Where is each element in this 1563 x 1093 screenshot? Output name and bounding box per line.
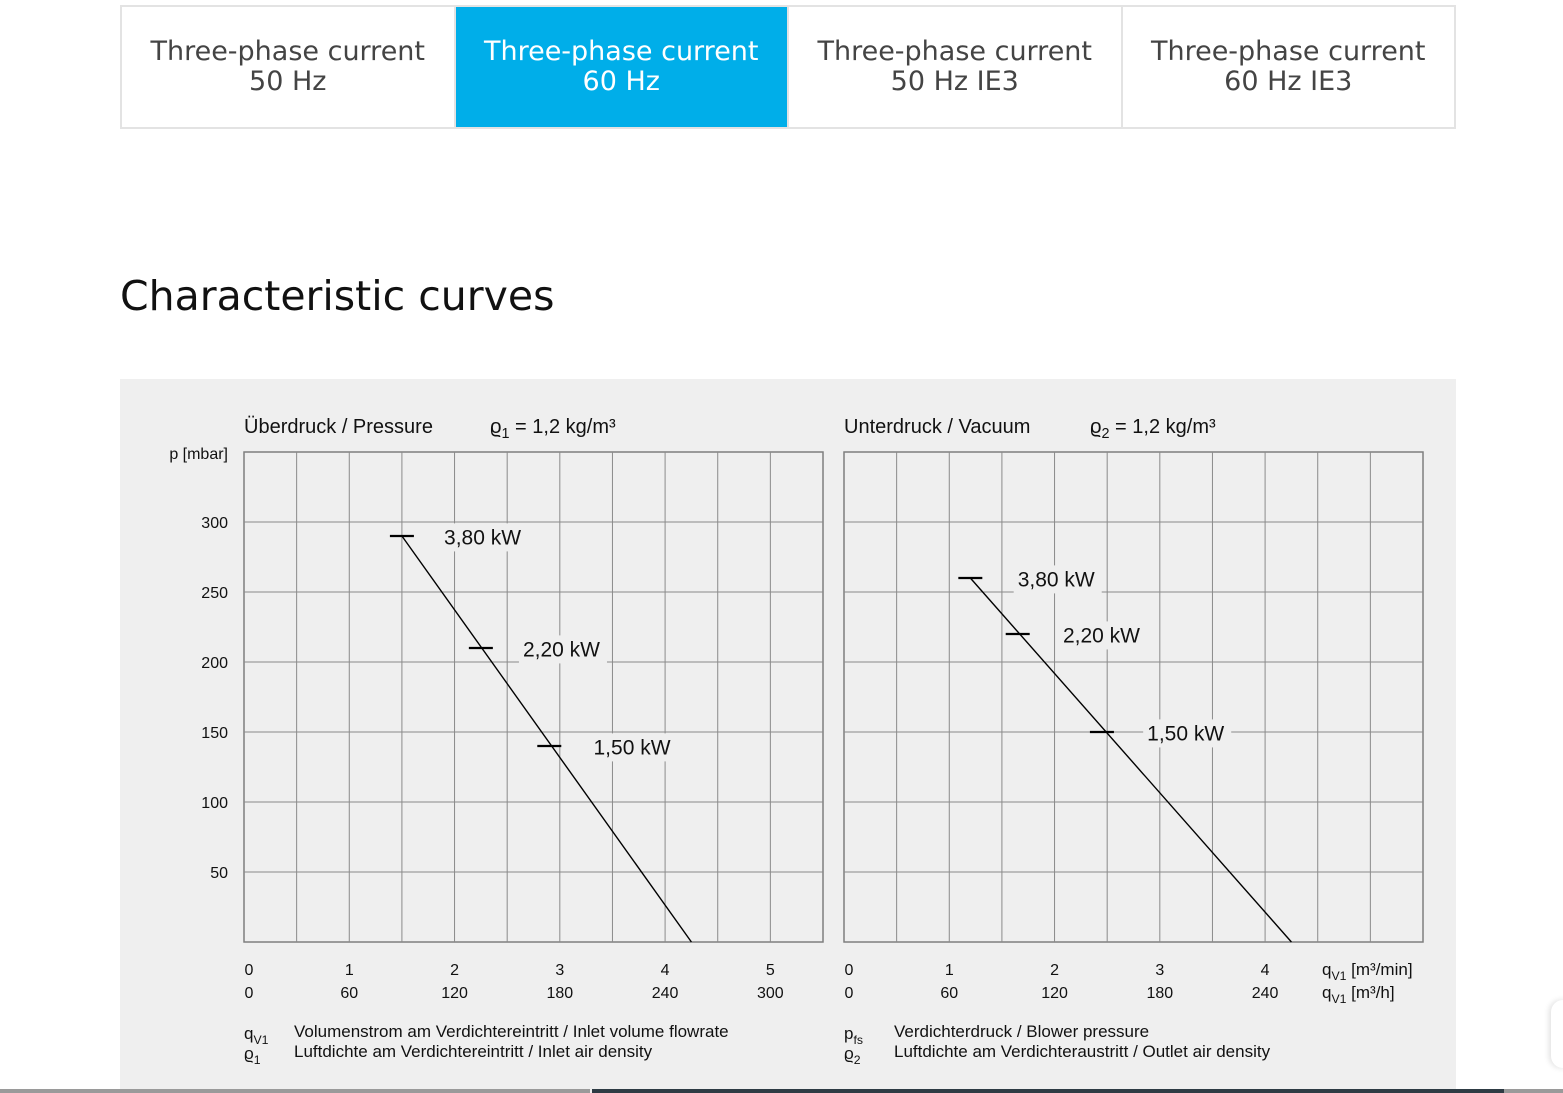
- tab-label-line2: 60 Hz IE3: [1224, 66, 1353, 97]
- power-label-bg: [1058, 621, 1147, 650]
- x-tick-label-min: 2: [450, 962, 459, 979]
- chart-title: Überdruck / Pressure: [244, 416, 433, 438]
- x-tick-label-min: 4: [661, 962, 670, 979]
- y-tick-label: 150: [201, 725, 228, 742]
- y-axis-unit-label: p [mbar]: [169, 446, 228, 463]
- y-tick-label: 100: [201, 795, 228, 812]
- tab-label-line1: Three-phase current: [150, 36, 426, 67]
- x-tick-label-min: 3: [1155, 962, 1164, 979]
- x-unit-label-h: qV1 [m³/h]: [1322, 983, 1395, 1006]
- x-tick-label-min: 3: [555, 962, 564, 979]
- power-label: 2,20 kW: [523, 638, 600, 661]
- tab-label-line2: 60 Hz: [582, 66, 660, 97]
- x-tick-label-h: 240: [652, 985, 679, 1002]
- x-tick-label-min: 1: [345, 962, 354, 979]
- chart-title: Unterdruck / Vacuum: [844, 416, 1030, 438]
- curve-line: [969, 577, 1292, 943]
- tab-label-line1: Three-phase current: [817, 36, 1093, 67]
- current-type-tabs: Three-phase current 50 Hz Three-phase cu…: [120, 5, 1456, 129]
- page-bottom-bar: [1504, 1089, 1563, 1093]
- x-tick-label-min: 2: [1050, 962, 1059, 979]
- legend-symbol: ϱ2: [844, 1044, 861, 1067]
- power-label: 3,80 kW: [1018, 568, 1095, 591]
- legend-text: Luftdichte am Verdichteraustritt / Outle…: [894, 1042, 1271, 1061]
- x-tick-label-min: 1: [945, 962, 954, 979]
- x-tick-label-h: 180: [546, 985, 573, 1002]
- power-label: 1,50 kW: [594, 736, 671, 759]
- y-tick-label: 200: [201, 655, 228, 672]
- tab-50hz[interactable]: Three-phase current 50 Hz: [122, 7, 456, 127]
- x-tick-label-min: 0: [845, 962, 854, 979]
- plot-frame: [843, 451, 1424, 943]
- legend-symbol: qV1: [244, 1024, 269, 1047]
- power-label: 2,20 kW: [1063, 624, 1140, 647]
- tab-label-line1: Three-phase current: [483, 36, 759, 67]
- tab-50hz-ie3[interactable]: Three-phase current 50 Hz IE3: [789, 7, 1123, 127]
- characteristic-curves-chart: p [mbar]50100150200250300001602120318042…: [169, 416, 1424, 1067]
- x-unit-label-min: qV1 [m³/min]: [1322, 960, 1413, 983]
- legend-symbol: pfs: [844, 1024, 863, 1047]
- tab-label-line2: 50 Hz IE3: [890, 66, 1019, 97]
- x-tick-label-h: 0: [845, 985, 854, 1002]
- plot-frame: [243, 451, 824, 943]
- chart-panel: p [mbar] 50 100 150 200 250 300 0 0 1 60 2 120 3 180 4 2…: [120, 379, 1456, 1093]
- page-bottom-bar: [592, 1089, 1504, 1093]
- y-tick-label: 50: [210, 865, 228, 882]
- curve-line: [401, 535, 692, 943]
- power-label-bg: [1013, 565, 1102, 594]
- chart-1: 50 100 150 200 250 300 0 0 1 60 2 120 3 180 4 240 5 300 Üb…: [201, 416, 824, 1061]
- legend-text: Verdichterdruck / Blower pressure: [894, 1022, 1149, 1041]
- tab-60hz-ie3[interactable]: Three-phase current 60 Hz IE3: [1123, 7, 1455, 127]
- y-tick-label: 300: [201, 515, 228, 532]
- x-tick-label-h: 60: [940, 985, 958, 1002]
- tab-label-line2: 50 Hz: [249, 66, 327, 97]
- power-label-bg: [440, 523, 529, 552]
- legend-text: Luftdichte am Verdichtereintritt / Inlet…: [294, 1042, 653, 1061]
- x-tick-label-h: 120: [1041, 985, 1068, 1002]
- x-tick-label-h: 120: [441, 985, 468, 1002]
- section-title: Characteristic curves: [120, 272, 555, 320]
- legend-text: Volumenstrom am Verdichtereintritt / Inl…: [294, 1022, 729, 1041]
- x-tick-label-h: 0: [245, 985, 254, 1002]
- x-tick-label-min: 4: [1261, 962, 1270, 979]
- chart-2: 0 0 1 60 2 120 3 180 4 240 Unterdruck / Vacuum 3,80…: [843, 416, 1424, 1061]
- density-label: ϱ2 = 1,2 kg/m³: [1090, 416, 1216, 442]
- x-tick-label-h: 60: [340, 985, 358, 1002]
- legend-symbol: ϱ1: [244, 1044, 261, 1067]
- y-tick-label: 250: [201, 585, 228, 602]
- power-label-bg: [518, 635, 607, 664]
- x-tick-label-h: 240: [1252, 985, 1279, 1002]
- power-label: 1,50 kW: [1147, 722, 1224, 745]
- x-tick-label-min: 5: [766, 962, 775, 979]
- tab-label-line1: Three-phase current: [1150, 36, 1426, 67]
- scroll-handle[interactable]: [1551, 1000, 1563, 1068]
- power-label: 3,80 kW: [444, 526, 521, 549]
- x-tick-label-h: 180: [1146, 985, 1173, 1002]
- power-label-bg: [589, 733, 678, 762]
- tab-60hz[interactable]: Three-phase current 60 Hz: [455, 7, 789, 127]
- x-tick-label-min: 0: [245, 962, 254, 979]
- density-label: ϱ1 = 1,2 kg/m³: [490, 416, 616, 442]
- page-bottom-bar: [0, 1089, 590, 1093]
- x-tick-label-h: 300: [757, 985, 784, 1002]
- power-label-bg: [1143, 719, 1232, 748]
